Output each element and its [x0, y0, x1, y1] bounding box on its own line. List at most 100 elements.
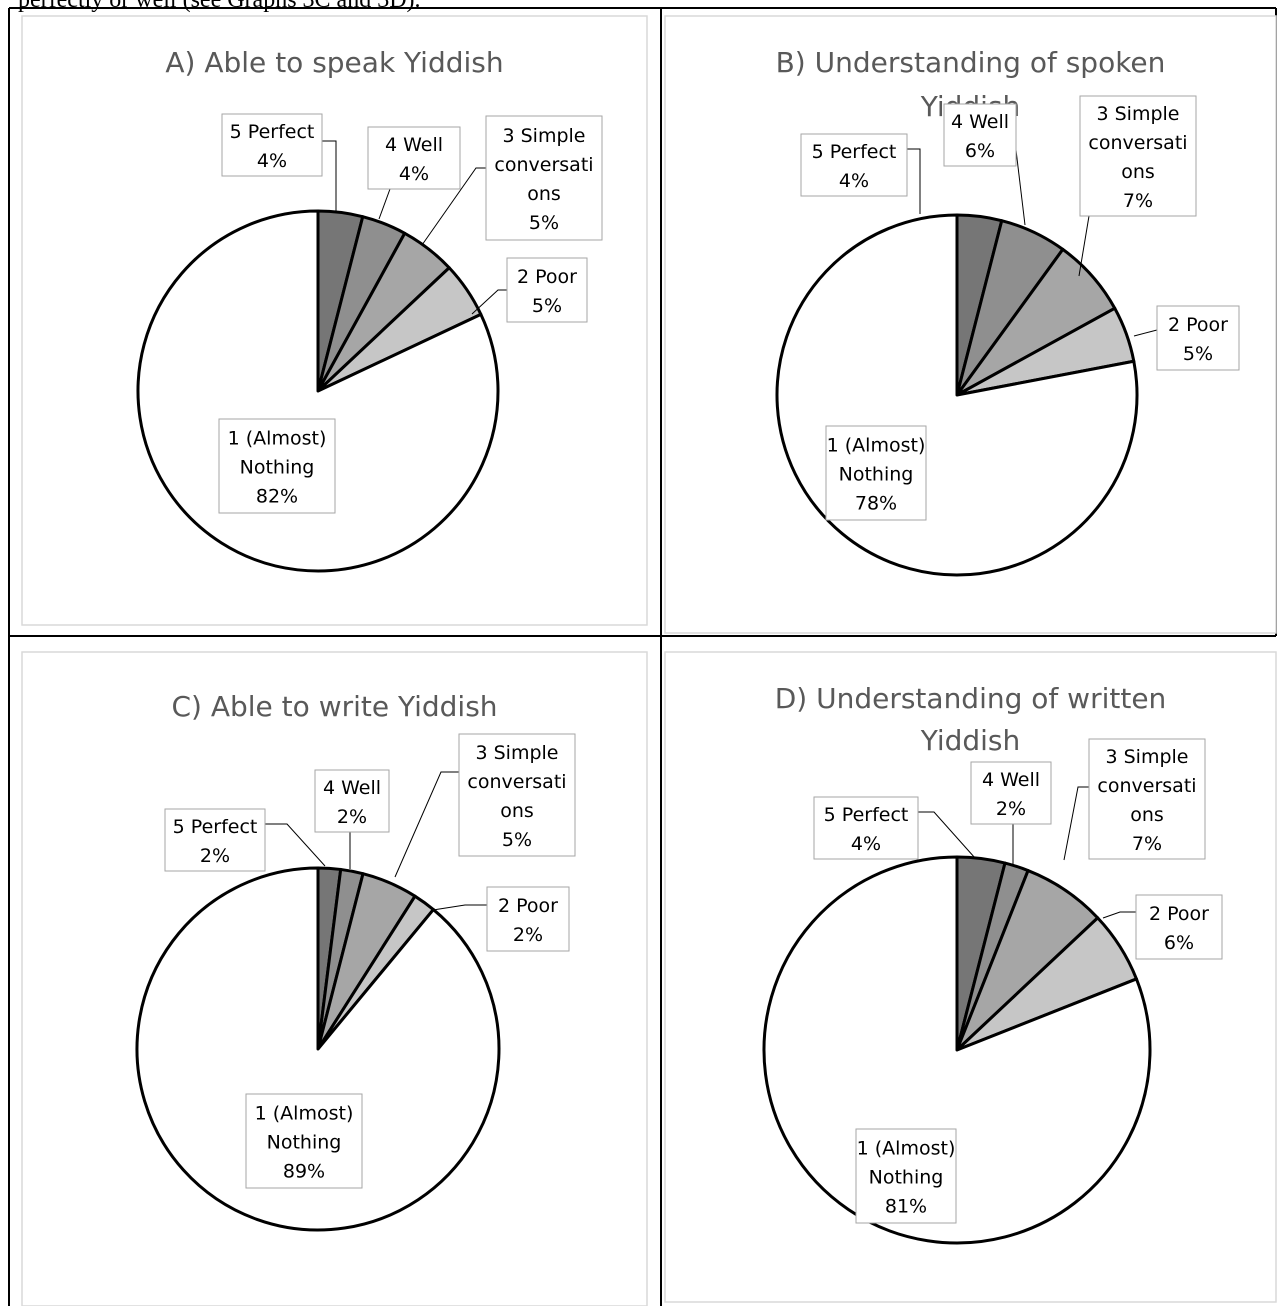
data-label: ons [500, 800, 534, 822]
leader-line [1015, 149, 1026, 226]
leader-line [471, 289, 507, 315]
data-label: 2% [996, 798, 1026, 820]
data-label-box [943, 103, 1017, 167]
data-label-box [1156, 305, 1240, 371]
data-label: conversati [467, 771, 566, 793]
data-label: 2 Poor [498, 895, 558, 917]
data-label: 5% [529, 212, 559, 234]
data-label-box [506, 257, 588, 323]
data-label: 2% [513, 924, 543, 946]
data-label-box [485, 115, 603, 241]
data-label-box [800, 133, 908, 197]
data-label: 5 Perfect [230, 121, 315, 143]
data-label: 4% [257, 150, 287, 172]
data-label-box [825, 425, 927, 521]
data-label-box [855, 1128, 957, 1224]
data-label: conversati [494, 154, 593, 176]
data-label: 2 Poor [1149, 903, 1209, 925]
chart-title: D) Understanding of written [775, 682, 1167, 715]
data-label: 2 Poor [1168, 314, 1228, 336]
leader-line [432, 904, 487, 911]
data-label: Nothing [240, 457, 315, 479]
charts: A) Able to speak Yiddish 5 Perfect 4% 4 Wel… [21, 15, 1277, 1306]
pie-chart-c: C) Able to write Yiddish 5 Perfect 2% 4 Wel… [21, 651, 648, 1306]
chart-title: C) Able to write Yiddish [171, 690, 497, 723]
pie-chart-b: B) Understanding of spokenYiddish5 Perfe… [664, 15, 1277, 634]
data-label: 78% [855, 493, 897, 515]
data-label-box [314, 769, 390, 833]
data-label: 1 (Almost) [827, 435, 926, 457]
data-label: 2% [337, 806, 367, 828]
data-label-box [218, 418, 336, 514]
leader-line [1078, 215, 1090, 277]
data-label-box [1079, 95, 1197, 217]
data-label-box [367, 126, 461, 190]
data-label: 1 (Almost) [255, 1103, 354, 1125]
data-label: 7% [1123, 190, 1153, 212]
leader-line [265, 823, 326, 867]
data-label: 5 Perfect [812, 141, 897, 163]
leader-line [907, 148, 921, 214]
data-label: ons [527, 183, 561, 205]
leader-line [918, 811, 976, 859]
data-label: 5% [532, 295, 562, 317]
data-label: 2 Poor [517, 266, 577, 288]
pie-chart-d: D) Understanding of written Yiddish 5 Perf… [664, 651, 1277, 1303]
data-label: 3 Simple [475, 742, 558, 764]
data-label: 2% [200, 845, 230, 867]
data-label: 4 Well [951, 111, 1009, 133]
data-label-box [221, 113, 323, 177]
data-label: 3 Simple [502, 125, 585, 147]
data-label: 7% [1132, 833, 1162, 855]
data-label: 4% [839, 170, 869, 192]
data-label: 3 Simple [1096, 103, 1179, 125]
pie-slices [136, 209, 500, 573]
data-label: Nothing [839, 464, 914, 486]
pie-slices [135, 866, 501, 1232]
data-label-box [1088, 738, 1206, 860]
chart-title: B) Understanding of spoken [776, 46, 1166, 79]
pie-slices [775, 213, 1139, 577]
leader-line [1102, 911, 1136, 919]
data-label: 6% [965, 140, 995, 162]
data-label-box [458, 733, 576, 857]
leader-line [1133, 329, 1158, 337]
data-label: ons [1121, 161, 1155, 183]
data-label-box [164, 808, 266, 872]
chart-title: Yiddish [920, 724, 1021, 757]
leader-line [1063, 786, 1089, 861]
data-label: ons [1130, 804, 1164, 826]
data-label: Nothing [869, 1167, 944, 1189]
data-label: 81% [885, 1196, 927, 1218]
data-label-box [813, 796, 919, 860]
data-label-box [245, 1093, 363, 1189]
intro-text: perfectly or well (see Graphs 3C and 3D)… [18, 0, 421, 13]
pie-slice [135, 866, 501, 1232]
data-label: 4% [851, 833, 881, 855]
data-label: 4 Well [385, 134, 443, 156]
data-label: conversati [1088, 132, 1187, 154]
data-label: 5 Perfect [824, 804, 909, 826]
data-label-box [1135, 894, 1223, 960]
pie-chart-a: A) Able to speak Yiddish 5 Perfect 4% 4 Wel… [21, 15, 648, 626]
data-label: conversati [1097, 775, 1196, 797]
leader-line [421, 167, 486, 246]
data-label-box [486, 886, 570, 952]
leader-line [378, 188, 391, 220]
data-label: 5% [1183, 343, 1213, 365]
data-label: 6% [1164, 932, 1194, 954]
data-label: 5 Perfect [173, 816, 258, 838]
data-label: 4% [399, 163, 429, 185]
data-label: 5% [502, 829, 532, 851]
data-label-box [970, 761, 1052, 825]
data-label: 89% [283, 1161, 325, 1183]
data-label: 1 (Almost) [228, 428, 327, 450]
leader-line [394, 771, 459, 878]
data-label: 4 Well [323, 777, 381, 799]
data-label: 3 Simple [1105, 746, 1188, 768]
data-label: 1 (Almost) [857, 1138, 956, 1160]
pie-slices [762, 855, 1152, 1245]
data-label: 82% [256, 486, 298, 508]
data-label: 4 Well [982, 769, 1040, 791]
